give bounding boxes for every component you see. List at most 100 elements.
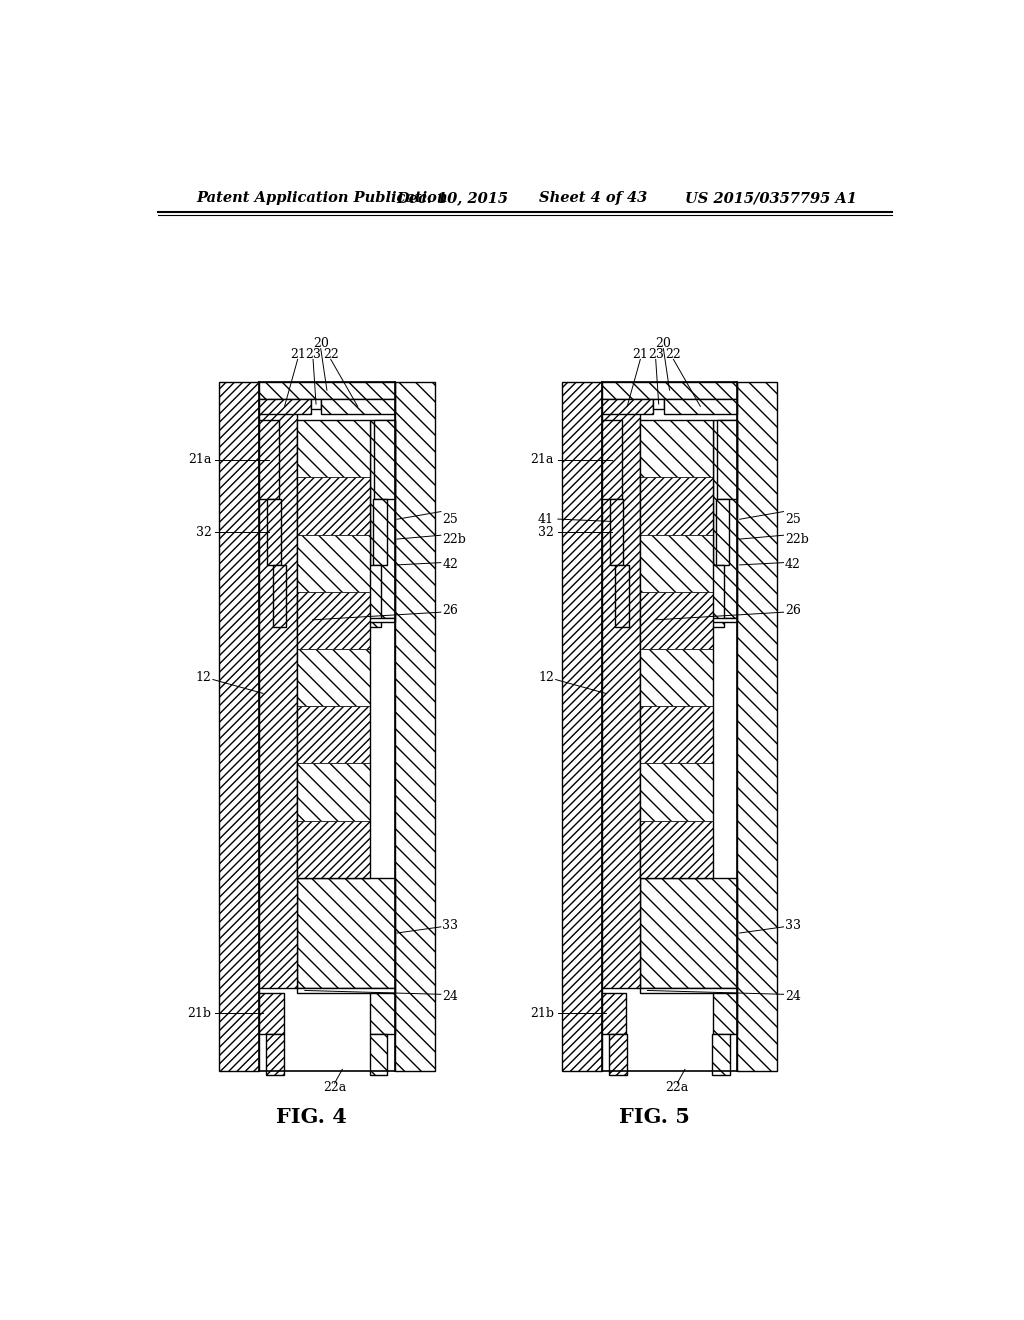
- Bar: [259, 993, 284, 1034]
- Bar: [640, 420, 713, 478]
- Bar: [394, 381, 435, 1071]
- Bar: [371, 993, 394, 1034]
- Bar: [610, 499, 624, 565]
- Bar: [713, 993, 737, 1034]
- Text: 21b: 21b: [187, 1007, 211, 1020]
- Bar: [371, 420, 394, 618]
- Text: 20: 20: [655, 338, 672, 351]
- Bar: [602, 399, 640, 989]
- Text: 32: 32: [196, 525, 211, 539]
- Bar: [259, 420, 280, 499]
- Bar: [640, 618, 737, 622]
- Bar: [259, 399, 297, 989]
- Bar: [373, 499, 386, 565]
- Bar: [711, 565, 724, 627]
- Bar: [297, 478, 371, 535]
- Text: 22a: 22a: [323, 1081, 346, 1094]
- Bar: [602, 420, 623, 499]
- Bar: [717, 420, 737, 499]
- Bar: [310, 399, 322, 409]
- Bar: [640, 878, 737, 989]
- Text: Dec. 10, 2015: Dec. 10, 2015: [396, 191, 508, 206]
- Bar: [602, 399, 653, 414]
- Bar: [259, 993, 284, 1034]
- Bar: [665, 399, 737, 414]
- Bar: [602, 420, 623, 499]
- Bar: [297, 535, 371, 591]
- Bar: [640, 535, 713, 591]
- Text: FIG. 5: FIG. 5: [618, 1107, 689, 1127]
- Bar: [640, 821, 713, 878]
- Text: 21a: 21a: [188, 453, 211, 466]
- Text: 23: 23: [305, 348, 321, 362]
- Text: 20: 20: [312, 338, 329, 351]
- Bar: [640, 591, 713, 649]
- Bar: [602, 993, 627, 1034]
- Bar: [259, 399, 297, 989]
- Bar: [713, 1034, 730, 1076]
- Bar: [267, 499, 281, 565]
- Text: 22a: 22a: [666, 1081, 689, 1094]
- Bar: [640, 706, 713, 763]
- Bar: [640, 763, 713, 821]
- Bar: [615, 565, 629, 627]
- Bar: [297, 420, 371, 878]
- Bar: [375, 420, 394, 499]
- Bar: [259, 399, 310, 414]
- Bar: [322, 399, 394, 414]
- Text: 32: 32: [539, 525, 554, 539]
- Bar: [266, 1034, 284, 1076]
- Bar: [370, 1034, 387, 1076]
- Bar: [297, 591, 371, 649]
- Bar: [713, 420, 737, 618]
- Bar: [640, 591, 713, 649]
- Bar: [297, 706, 371, 763]
- Bar: [297, 763, 371, 821]
- Bar: [716, 499, 729, 565]
- Text: 21: 21: [290, 348, 305, 362]
- Bar: [219, 381, 259, 1071]
- Bar: [640, 478, 713, 535]
- Text: 42: 42: [785, 558, 801, 572]
- Bar: [640, 649, 713, 706]
- Text: Sheet 4 of 43: Sheet 4 of 43: [539, 191, 647, 206]
- Bar: [562, 381, 602, 1071]
- Bar: [653, 399, 665, 409]
- Text: US 2015/0357795 A1: US 2015/0357795 A1: [685, 191, 857, 206]
- Bar: [640, 989, 737, 993]
- Bar: [602, 993, 627, 1034]
- Bar: [394, 381, 435, 1071]
- Bar: [640, 420, 713, 478]
- Bar: [640, 821, 713, 878]
- Text: 22b: 22b: [442, 532, 466, 545]
- Text: 22: 22: [323, 348, 339, 362]
- Bar: [259, 420, 280, 499]
- Text: 25: 25: [785, 512, 801, 525]
- Bar: [713, 1034, 730, 1076]
- Bar: [640, 535, 713, 591]
- Bar: [602, 381, 737, 399]
- Bar: [297, 591, 371, 649]
- Text: 22: 22: [666, 348, 681, 362]
- Bar: [373, 499, 386, 565]
- Bar: [640, 706, 713, 763]
- Text: 21b: 21b: [530, 1007, 554, 1020]
- Bar: [259, 399, 310, 414]
- Bar: [297, 420, 371, 478]
- Text: 12: 12: [539, 672, 554, 685]
- Bar: [267, 499, 281, 565]
- Text: Patent Application Publication: Patent Application Publication: [196, 191, 447, 206]
- Bar: [602, 399, 653, 414]
- Bar: [602, 381, 737, 399]
- Bar: [368, 565, 381, 627]
- Bar: [640, 649, 713, 706]
- Text: 33: 33: [442, 919, 459, 932]
- Text: 33: 33: [785, 919, 801, 932]
- Text: 24: 24: [785, 990, 801, 1003]
- Bar: [272, 565, 287, 627]
- Bar: [371, 993, 394, 1034]
- Bar: [322, 399, 394, 414]
- Bar: [297, 706, 371, 763]
- Text: 42: 42: [442, 558, 459, 572]
- Bar: [737, 381, 777, 1071]
